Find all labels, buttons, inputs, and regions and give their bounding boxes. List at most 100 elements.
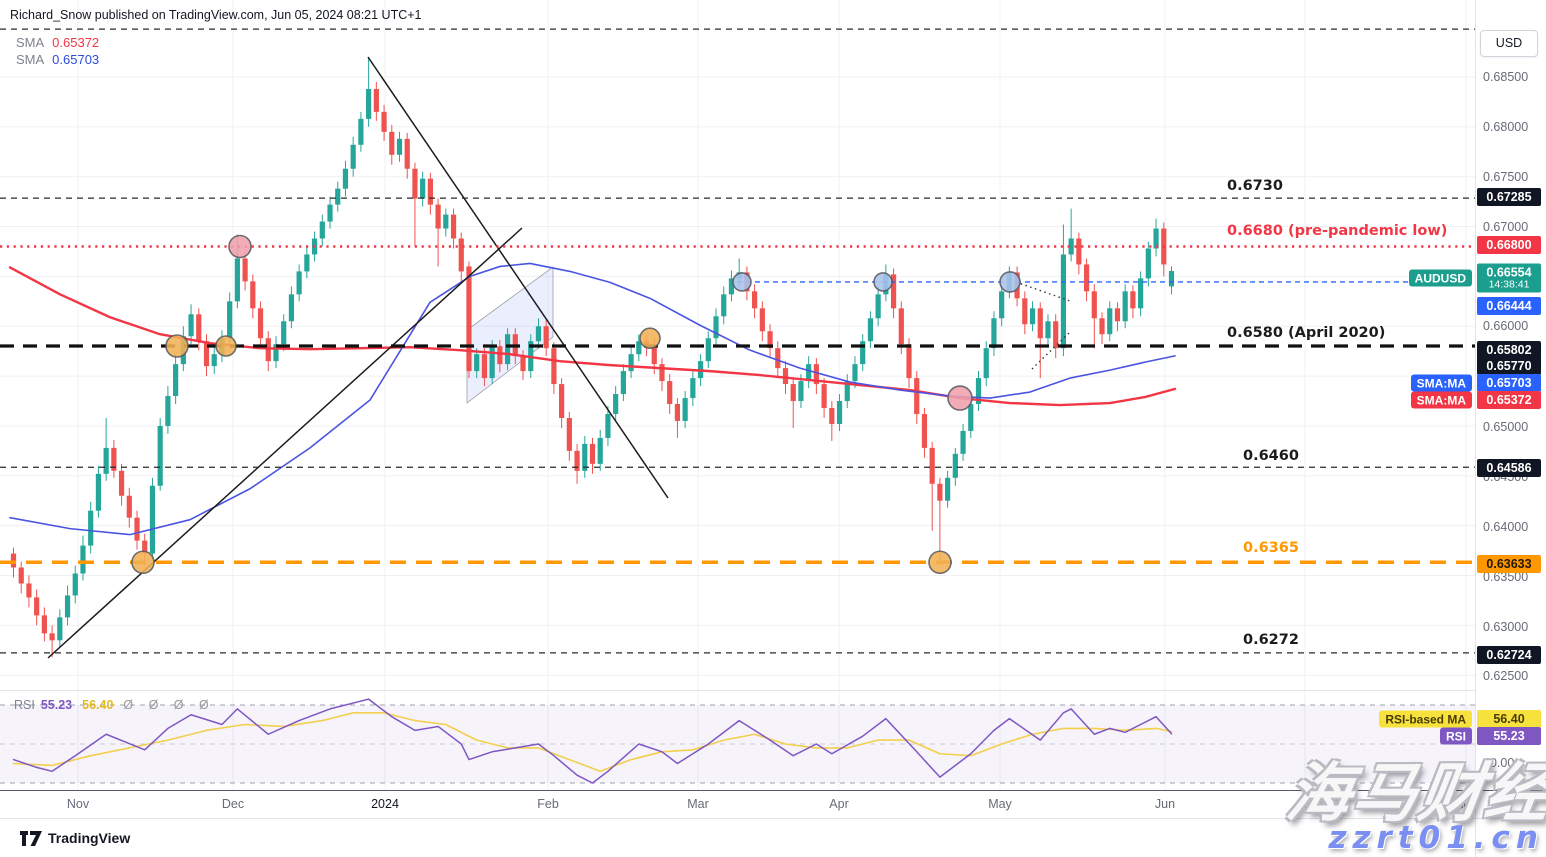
candle-body <box>1168 271 1175 287</box>
candle-body <box>366 88 372 119</box>
trendline[interactable] <box>367 56 669 499</box>
marker-circle[interactable] <box>873 272 893 292</box>
candle-body <box>57 617 63 641</box>
candle-body <box>960 430 966 454</box>
candle-body <box>674 404 681 421</box>
rsi-line <box>12 698 1173 784</box>
sma-legend-red[interactable]: SMA 0.65372 <box>16 35 99 50</box>
candle-body <box>968 404 974 431</box>
candle-body <box>682 398 688 421</box>
published-byline: Richard_Snow published on TradingView.co… <box>10 8 422 22</box>
candle-body <box>111 447 117 471</box>
tradingview-logo-icon <box>20 830 42 846</box>
rsi-ma-line <box>12 711 1173 773</box>
candle-body <box>72 573 78 596</box>
candle-body <box>713 316 719 339</box>
candle-body <box>142 540 148 554</box>
sma-legend-red-label: SMA <box>16 35 45 50</box>
time-axis-label-Dec: Dec <box>221 797 245 811</box>
candle-body <box>605 413 611 438</box>
price-axis-badge: 0.62724 <box>1477 646 1541 664</box>
marker-circle[interactable] <box>999 271 1021 293</box>
candle-body <box>134 517 140 541</box>
candle-body <box>589 443 596 464</box>
marker-circle[interactable] <box>131 550 155 575</box>
candle-body <box>257 308 264 339</box>
candle-body <box>34 597 40 616</box>
candle-body <box>1145 248 1151 279</box>
price-axis-tick: 0.63500 <box>1483 570 1529 584</box>
candle-body <box>281 321 287 345</box>
candle-body <box>173 364 179 397</box>
time-axis-label-Feb: Feb <box>537 797 559 811</box>
candle-body <box>504 334 511 365</box>
sma-legend-blue-value: 0.65703 <box>52 52 100 67</box>
candle-body <box>582 443 588 471</box>
candle-body <box>188 314 194 337</box>
trendline[interactable] <box>47 227 523 659</box>
marker-circle[interactable] <box>165 334 189 358</box>
level-annotation: 0.6680 (pre-pandemic low) <box>1227 223 1448 239</box>
sma-legend-blue[interactable]: SMA 0.65703 <box>16 52 99 67</box>
candle-body <box>1138 278 1144 309</box>
marker-circle[interactable] <box>947 385 973 411</box>
axis-chip-audusd: AUDUSD <box>1408 269 1472 287</box>
axis-chip-sma-ma: SMA:MA <box>1410 374 1472 392</box>
price-axis[interactable]: USD 0.68500 0.68000 0.67500 0.67000 0.66000 0… <box>1475 0 1546 857</box>
candle-body <box>250 281 256 309</box>
time-axis-label-2024: 2024 <box>371 797 399 811</box>
level-annotation: 0.6272 <box>1243 632 1299 648</box>
candle-body <box>975 378 982 405</box>
candle-body <box>1130 291 1136 309</box>
price-axis-badge: 0.66800 <box>1477 236 1541 254</box>
price-axis-badge: 0.65802 <box>1477 341 1541 359</box>
candle-body <box>103 447 109 474</box>
candle-body <box>782 368 789 385</box>
candle-body <box>288 294 295 322</box>
currency-toggle-button[interactable]: USD <box>1480 30 1538 57</box>
price-axis-tick: 40.00 <box>1483 756 1515 770</box>
price-axis-tick: 0.62500 <box>1483 669 1529 683</box>
candle-body <box>358 118 364 145</box>
candle-body <box>18 567 24 584</box>
candle-body <box>1045 321 1051 339</box>
marker-circle[interactable] <box>928 550 952 575</box>
price-axis-tick: 0.65000 <box>1483 420 1529 434</box>
candle-body <box>389 131 395 155</box>
candle-body <box>420 178 426 199</box>
candle-body <box>999 291 1005 319</box>
tradingview-logo-text: TradingView <box>48 830 131 846</box>
candle-body <box>1091 291 1097 319</box>
candle-body <box>1076 238 1082 265</box>
candle-body <box>304 254 310 272</box>
candle-body <box>381 111 387 132</box>
candle-body <box>752 291 758 309</box>
candle-body <box>1022 298 1028 325</box>
candle-body <box>628 354 634 372</box>
candle-body <box>474 354 480 372</box>
candle-body <box>844 381 850 402</box>
candle-body <box>983 348 989 379</box>
price-axis-badge: 0.63633 <box>1477 555 1541 573</box>
axis-chip-sma-ma: SMA:MA <box>1410 391 1472 409</box>
candle-body <box>574 450 580 471</box>
marker-circle[interactable] <box>228 234 252 259</box>
rsi-legend[interactable]: RSI 55.23 56.40 Ø Ø Ø Ø <box>14 698 215 712</box>
candle-body <box>1122 291 1128 322</box>
candle-body <box>335 188 341 205</box>
marker-circle[interactable] <box>639 327 661 350</box>
candle-body <box>265 338 271 362</box>
candle-body <box>126 495 132 518</box>
sma-legend-blue-label: SMA <box>16 52 45 67</box>
marker-circle[interactable] <box>215 335 237 357</box>
candle-body <box>273 344 279 362</box>
marker-circle[interactable] <box>732 272 752 292</box>
price-axis-tick: 0.67500 <box>1483 170 1529 184</box>
candle-body <box>929 447 935 484</box>
price-axis-badge: 56.40 <box>1477 710 1541 728</box>
candle-body <box>520 356 526 372</box>
rsi-ma-legend-value: 56.40 <box>82 698 114 712</box>
tradingview-logo[interactable]: TradingView <box>20 830 130 846</box>
rsi-legend-empty-params: Ø Ø Ø Ø <box>123 698 215 712</box>
